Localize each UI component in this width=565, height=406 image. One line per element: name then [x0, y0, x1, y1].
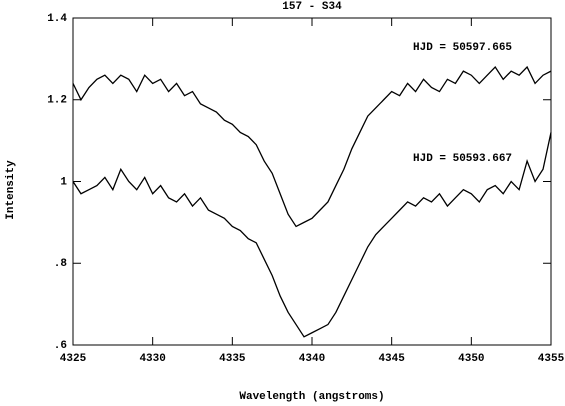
y-tick-label: .6 [54, 340, 67, 352]
y-tick-label: 1.4 [47, 13, 67, 25]
x-tick-label: 4355 [538, 353, 565, 365]
x-tick-label: 4325 [60, 353, 87, 365]
x-tick-label: 4335 [219, 353, 246, 365]
y-tick-label: .8 [54, 258, 68, 270]
x-axis-label: Wavelength (angstroms) [239, 391, 384, 403]
plot-frame [72, 17, 552, 346]
spectrum-line [72, 132, 552, 338]
y-tick-label: 1 [60, 176, 67, 188]
x-tick-label: 4350 [458, 353, 484, 365]
x-tick-label: 4330 [139, 353, 165, 365]
x-tick-label: 4345 [378, 353, 405, 365]
series-label: HJD = 50597.665 [413, 42, 512, 54]
y-axis-label: Intensity [5, 160, 17, 220]
spectrum-line [72, 65, 552, 228]
y-tick-label: 1.2 [47, 95, 67, 107]
chart-title: 157 - S34 [282, 1, 342, 13]
series-label: HJD = 50593.667 [413, 153, 512, 165]
x-tick-label: 4340 [299, 353, 325, 365]
